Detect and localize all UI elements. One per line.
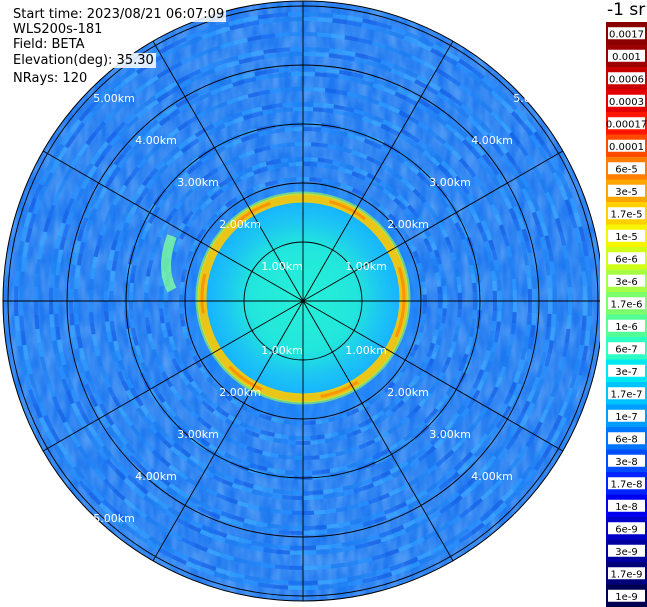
colorbar-label-bg <box>608 499 645 512</box>
azimuth-spoke <box>42 150 304 302</box>
polar-plot: 1.00km 1.00km 1.00km 1.00km 2.00km 2.00km 2.00… <box>2 0 600 602</box>
colorbar-label-bg <box>608 522 645 535</box>
range-label-lower-right: 4.00km <box>471 470 513 483</box>
range-label-upper-right: 4.00km <box>471 134 513 147</box>
colorbar-tick-label: 1.7e-5 <box>610 209 642 220</box>
range-label-lower-left: 4.00km <box>135 470 177 483</box>
colorbar-tick-label: 1e-7 <box>615 412 638 423</box>
nrays-label: NRays: 120 <box>11 71 90 86</box>
colorbar-tick-label: 3e-6 <box>615 277 638 288</box>
colorbar-label-bg <box>608 544 645 557</box>
instrument-label: WLS200s-181 <box>11 22 105 37</box>
range-label-upper-right: 2.00km <box>387 218 429 231</box>
colorbar-tick-label: 3e-5 <box>615 187 638 198</box>
colorbar-label-bg <box>608 162 645 175</box>
range-label-lower-right: 3.00km <box>429 428 471 441</box>
colorbar-tick-label: 0.00017 <box>606 119 647 130</box>
colorbar-tick-label: 1e-8 <box>615 502 638 513</box>
colorbar-tick-label: 1e-9 <box>615 592 638 603</box>
range-label-lower-left: 5.00km <box>93 512 135 525</box>
colorbar-label-bg <box>608 409 645 422</box>
colorbar-label-bg <box>608 364 645 377</box>
elevation-label: Elevation(deg): 35.30 <box>11 53 156 68</box>
start-time-label: Start time: 2023/08/21 06:07:09 <box>11 7 227 22</box>
range-label-lower-right: 1.00km <box>345 344 387 357</box>
range-label-upper-right: 1.00km <box>345 260 387 273</box>
colorbar-tick-label: 1.7e-8 <box>610 479 642 490</box>
range-label-upper-left: 2.00km <box>219 218 261 231</box>
range-label-upper-left: 5.00km <box>93 92 135 105</box>
colorbar-tick-label: 0.0017 <box>609 29 644 40</box>
colorbar-label-bg <box>608 49 645 62</box>
colorbar-label-bg <box>608 117 645 130</box>
colorbar-tick-label: 6e-6 <box>615 254 638 265</box>
range-label-upper-left: 3.00km <box>177 176 219 189</box>
colorbar-tick-label: 3e-7 <box>615 367 638 378</box>
range-label-lower-left: 3.00km <box>177 428 219 441</box>
colorbar-label-bg <box>608 274 645 287</box>
colorbar-label-bg <box>608 139 645 152</box>
colorbar-unit-label: -1 sr <box>607 0 646 20</box>
colorbar-label-bg <box>608 297 645 310</box>
azimuth-spoke <box>152 40 304 302</box>
colorbar-label-bg <box>608 589 645 602</box>
range-label-lower-right: 5.00km <box>513 512 555 525</box>
colorbar-tick-label: 6e-7 <box>615 344 638 355</box>
azimuth-spoke <box>302 300 564 452</box>
colorbar-tick-label: 0.001 <box>612 52 641 63</box>
colorbar-label-bg <box>608 229 645 242</box>
colorbar-label-bg <box>608 319 645 332</box>
colorbar-tick-label: 1e-5 <box>615 232 638 243</box>
azimuth-spoke <box>302 150 564 302</box>
range-label-lower-left: 1.00km <box>261 344 303 357</box>
colorbar-label-bg <box>608 72 645 85</box>
colorbar-label-bg <box>608 184 645 197</box>
colorbar-label-bg <box>608 252 645 265</box>
colorbar-tick-label: 1.7e-7 <box>610 389 642 400</box>
colorbar-label-bg <box>608 94 645 107</box>
colorbar-tick-label: 1.7e-6 <box>610 299 642 310</box>
range-label-upper-right: 5.00km <box>513 92 555 105</box>
azimuth-spoke <box>42 300 304 452</box>
colorbar-tick-label: 1e-6 <box>615 322 638 333</box>
colorbar-label-bg <box>608 387 645 400</box>
range-label-upper-right: 3.00km <box>429 176 471 189</box>
colorbar-tick-label: 0.0006 <box>609 74 644 85</box>
colorbar-label-bg <box>608 207 645 220</box>
colorbar-label-bg <box>608 342 645 355</box>
colorbar: 0.0017 0.001 0.0006 0.0003 0.00017 0.0001 6e-5… <box>606 22 647 607</box>
range-grid: 1.00km 1.00km 1.00km 1.00km 2.00km 2.00km 2.00… <box>2 0 600 602</box>
field-label: Field: BETA <box>11 37 87 52</box>
colorbar-tick-label: 6e-5 <box>615 164 638 175</box>
colorbar-label-bg <box>608 432 645 445</box>
azimuth-spoke <box>152 300 304 562</box>
azimuth-spoke <box>302 40 454 302</box>
range-label-lower-left: 2.00km <box>219 386 261 399</box>
colorbar-tick-label: 6e-9 <box>615 524 638 535</box>
range-label-lower-right: 2.00km <box>387 386 429 399</box>
colorbar-tick-label: 0.0003 <box>609 97 644 108</box>
colorbar-label-bg <box>608 27 645 40</box>
azimuth-spoke <box>302 300 454 562</box>
colorbar-label-bg <box>608 567 645 580</box>
colorbar-tick-label: 3e-8 <box>615 457 638 468</box>
colorbar-tick-label: 3e-9 <box>615 547 638 558</box>
range-label-upper-left: 1.00km <box>261 260 303 273</box>
colorbar-tick-label: 1.7e-9 <box>610 569 642 580</box>
colorbar-tick-label: 6e-8 <box>615 434 638 445</box>
colorbar-label-bg <box>608 454 645 467</box>
range-label-upper-left: 4.00km <box>135 134 177 147</box>
colorbar-label-bg <box>608 477 645 490</box>
colorbar-tick-label: 0.0001 <box>609 142 644 153</box>
